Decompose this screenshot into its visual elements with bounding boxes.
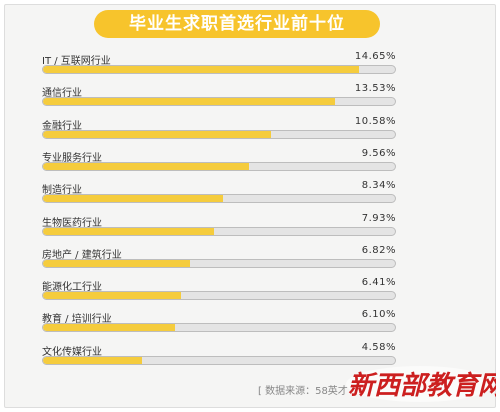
bar-track <box>42 161 396 171</box>
value-label: 14.65% <box>354 51 396 62</box>
bar-track <box>42 226 396 236</box>
bar-row: 制造行业 8.34% <box>0 180 500 211</box>
value-label: 7.93% <box>361 212 396 224</box>
bar-row: 通信行业 13.53% <box>0 83 500 114</box>
value-label: 6.41% <box>361 277 396 289</box>
category-label: 能源化工行业 <box>42 282 102 294</box>
source-note: [ 数据来源：58英才 <box>258 386 348 397</box>
bar <box>43 259 190 267</box>
value-label: 13.53% <box>354 83 396 95</box>
category-label: 金融行业 <box>42 120 82 132</box>
bar-row: 生物医药行业 7.93% <box>0 212 500 244</box>
bar <box>43 162 249 170</box>
bar-row: 金融行业 10.58% <box>0 115 500 147</box>
bar-row: 专业服务行业 9.56% <box>0 147 500 179</box>
category-label: IT / 互联网行业 <box>42 56 111 67</box>
bar <box>43 195 223 203</box>
category-label: 房地产 / 建筑行业 <box>42 249 122 261</box>
bar-row: 能源化工行业 6.41% <box>0 277 500 308</box>
value-label: 6.82% <box>361 244 396 256</box>
value-label: 4.58% <box>361 341 396 353</box>
category-label: 专业服务行业 <box>42 152 102 164</box>
value-label: 9.56% <box>361 147 396 159</box>
bar-track <box>42 323 396 333</box>
xibu-edu-logo: 新西部教育网 <box>346 366 496 402</box>
category-label: 制造行业 <box>42 185 82 197</box>
bar <box>43 227 214 235</box>
category-label: 生物医药行业 <box>42 217 102 229</box>
bar-track <box>42 129 396 139</box>
value-label: 8.34% <box>361 180 396 192</box>
bar <box>43 356 142 364</box>
bar-row: 文化传媒行业 4.58% <box>0 341 500 373</box>
bar <box>43 66 359 73</box>
category-label: 文化传媒行业 <box>42 346 102 358</box>
category-label: 教育 / 培训行业 <box>42 314 112 326</box>
svg-text:新西部教育网: 新西部教育网 <box>348 371 496 401</box>
value-label: 10.58% <box>354 115 396 127</box>
bar-row: 教育 / 培训行业 6.10% <box>0 309 500 340</box>
value-label: 6.10% <box>361 309 396 321</box>
category-label: 通信行业 <box>42 88 82 100</box>
bar <box>43 324 175 332</box>
bar-track <box>42 258 396 268</box>
bar-row: 房地产 / 建筑行业 6.82% <box>0 244 500 276</box>
bar <box>43 130 271 138</box>
bar-row: IT / 互联网行业 14.65% <box>0 51 500 82</box>
bar <box>43 292 181 300</box>
bar-track <box>42 194 396 204</box>
bar-track <box>42 65 396 74</box>
chart-title: 毕业生求职首选行业前十位 <box>94 10 380 38</box>
bar-track <box>42 291 396 301</box>
bar-track <box>42 355 396 365</box>
bar <box>43 98 335 106</box>
bar-track <box>42 97 396 107</box>
